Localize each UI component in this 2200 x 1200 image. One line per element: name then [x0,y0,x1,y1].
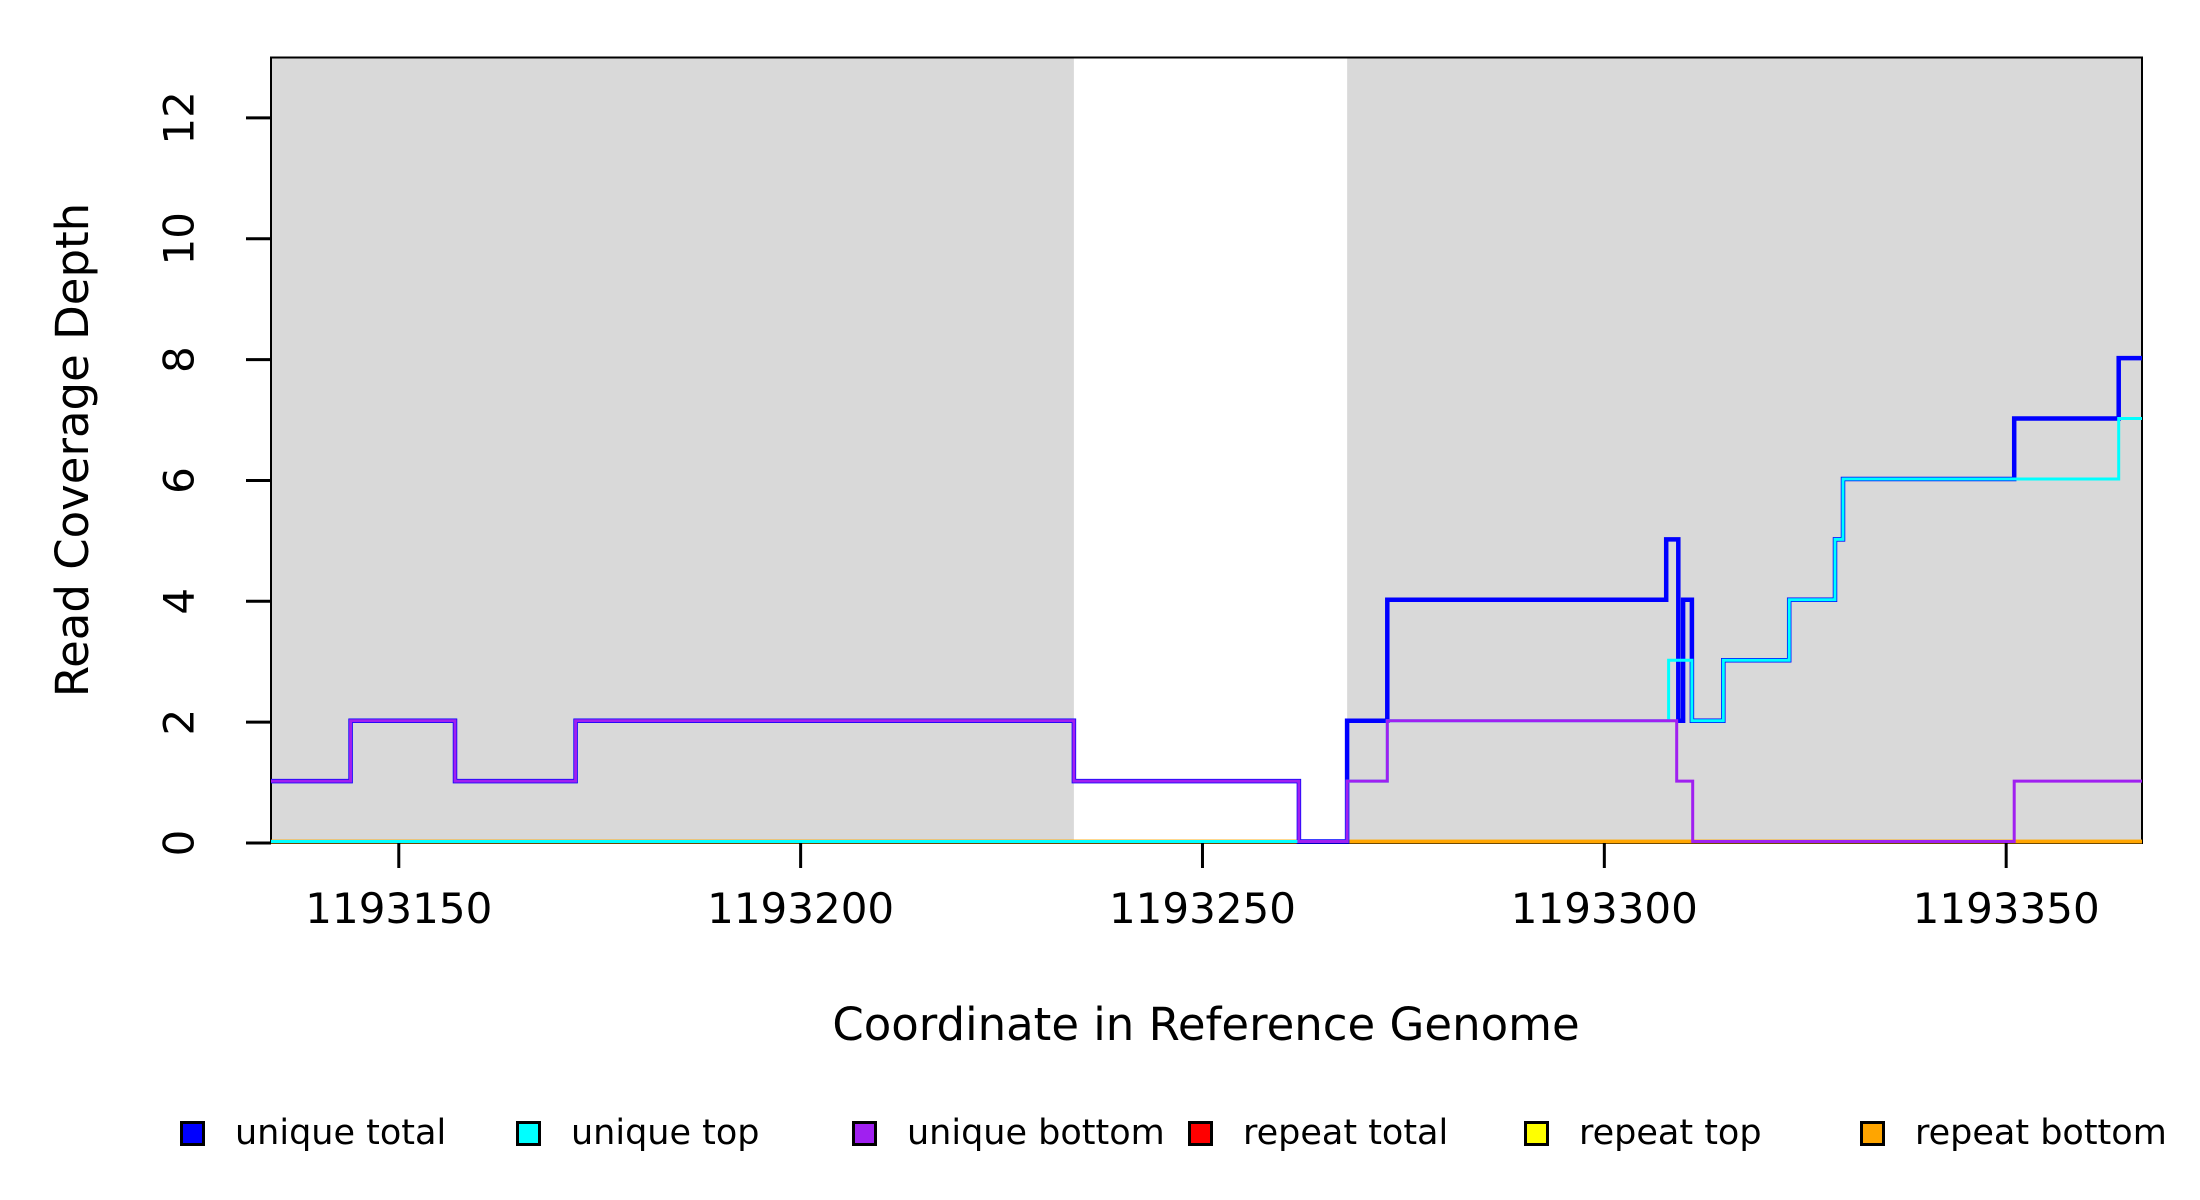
y-axis-tick-label: 0 [155,830,204,857]
legend-label: unique bottom [907,1113,1165,1153]
y-axis-tick-label: 10 [155,212,204,265]
unique-top-swatch-icon [516,1120,541,1146]
x-axis-tick-label: 1193300 [1511,884,1698,933]
y-axis-tick-label: 4 [155,588,204,615]
legend-label: unique total [235,1113,447,1153]
repeat-top-swatch-icon [1524,1120,1549,1146]
y-axis-tick-label: 12 [155,91,204,144]
legend-label: repeat top [1579,1113,1762,1153]
shaded-repeat-regions [271,57,2142,843]
y-axis-title: Read Coverage Depth [46,203,99,697]
legend-label: repeat total [1243,1113,1449,1153]
series-lines [271,355,2142,844]
x-axis-tick-label: 1193350 [1913,884,2100,933]
legend-item-repeat-bottom: repeat bottom [1860,1108,2167,1158]
repeat-bottom-swatch-icon [1860,1120,1885,1146]
unique-bottom-swatch-icon [852,1120,877,1146]
y-axis-tick-label: 8 [155,346,204,373]
x-axis-tick-label: 1193150 [305,884,492,933]
legend-item-repeat-top: repeat top [1524,1108,1762,1158]
y-axis-tick-label: 6 [155,467,204,494]
unique-total-swatch-icon [180,1120,205,1146]
legend-label: repeat bottom [1915,1113,2167,1153]
repeat-total-swatch-icon [1188,1120,1213,1146]
shaded-region [271,57,1074,843]
legend-item-unique-top: unique top [516,1108,760,1158]
series-line-unique-bottom [271,719,2142,843]
shaded-region [1347,57,2142,843]
legend: unique total unique top unique bottom re… [0,1108,2200,1168]
y-axis-tick-label: 2 [155,709,204,736]
x-axis-title: Coordinate in Reference Genome [832,998,1579,1051]
x-axis-tick-label: 1193200 [707,884,894,933]
legend-label: unique top [571,1113,760,1153]
legend-item-unique-total: unique total [180,1108,446,1158]
legend-item-unique-bottom: unique bottom [852,1108,1165,1158]
x-axis-tick-label: 1193250 [1109,884,1296,933]
axis-ticks-and-labels: 1193150 1193200 1193250 1193300 1193350 0 2 4 6 8… [155,91,2100,933]
legend-item-repeat-total: repeat total [1188,1108,1448,1158]
